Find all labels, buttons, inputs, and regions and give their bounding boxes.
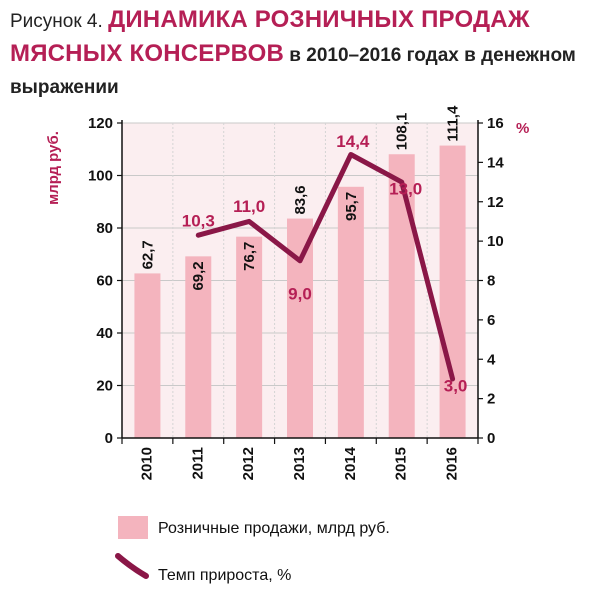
left-tick-label: 60	[96, 273, 113, 290]
data-labels: 62,7 69,2 76,7 83,6 95,7 108,1 111,4 10,3 11,0 9,…	[139, 105, 467, 395]
legend-line-label: Темп прироста, %	[158, 567, 291, 584]
left-tick-label: 40	[96, 325, 113, 342]
right-tick-label: 2	[487, 391, 495, 408]
figure-title-main: ДИНАМИКА РОЗНИЧНЫХ ПРОДАЖ МЯСНЫХ КОНСЕРВ…	[10, 6, 530, 67]
legend: Розничные продажи, млрд руб. Темп прирост…	[115, 516, 390, 584]
line-value-label: 11,0	[233, 197, 265, 216]
right-tick-label: 6	[487, 312, 495, 329]
line-value-label: 3,0	[444, 376, 468, 395]
line-value-label: 13,0	[389, 180, 422, 199]
x-tick-label: 2012	[240, 447, 257, 480]
line-value-label: 9,0	[288, 284, 312, 303]
bar-series	[134, 145, 466, 439]
bar	[439, 145, 466, 438]
x-tick-label: 2010	[138, 447, 155, 480]
legend-bar-label: Розничные продажи, млрд руб.	[158, 520, 390, 537]
x-tick-label: 2013	[291, 447, 308, 480]
line-value-label: 14,4	[336, 132, 370, 151]
left-axis-title: млрд руб.	[45, 131, 62, 205]
right-tick-label: 10	[487, 233, 504, 250]
x-tick-label: 2014	[342, 446, 359, 480]
right-tick-label: 0	[487, 430, 495, 447]
right-tick-label: 4	[487, 351, 496, 368]
x-tick-label: 2011	[189, 447, 206, 480]
left-tick-label: 20	[96, 378, 113, 395]
right-tick-label: 12	[487, 194, 504, 211]
figure-number: Рисунок 4.	[10, 11, 109, 32]
bar-value-label: 69,2	[190, 261, 207, 290]
left-tick-label: 100	[88, 168, 113, 185]
bar	[185, 256, 212, 438]
right-tick-label: 8	[487, 273, 495, 290]
bar	[236, 236, 263, 438]
x-tick-label: 2016	[444, 447, 461, 480]
left-tick-label: 0	[105, 430, 113, 447]
bar	[134, 273, 161, 438]
left-tick-label: 120	[88, 115, 113, 132]
right-axis-title: %	[516, 120, 529, 137]
left-tick-label: 80	[96, 220, 113, 237]
bar-value-label: 108,1	[394, 113, 411, 151]
bar-value-label: 95,7	[343, 192, 360, 221]
axes: 0 20 40 60 80 100 120 0 2 4 6 8 10 12 14 16 2010 2011 2012…	[45, 115, 529, 480]
x-tick-label: 2015	[393, 447, 410, 480]
growth-rate-line	[195, 152, 456, 382]
bar-value-label: 83,6	[292, 185, 309, 214]
bar	[337, 186, 364, 438]
legend-line-swatch	[115, 553, 149, 579]
legend-bar-swatch	[118, 516, 148, 539]
figure-title: Рисунок 4. ДИНАМИКА РОЗНИЧНЫХ ПРОДАЖ МЯС…	[10, 4, 590, 104]
bar	[388, 154, 415, 439]
bar-value-label: 111,4	[445, 105, 462, 142]
figure-title-sub: в 2010–2016 годах в денежном выражении	[10, 45, 576, 98]
right-tick-label: 16	[487, 115, 504, 132]
line-value-label: 10,3	[182, 212, 215, 231]
line-series	[195, 152, 456, 382]
right-tick-label: 14	[487, 154, 504, 171]
bar-value-label: 76,7	[241, 242, 258, 271]
bar-value-label: 62,7	[139, 240, 156, 269]
